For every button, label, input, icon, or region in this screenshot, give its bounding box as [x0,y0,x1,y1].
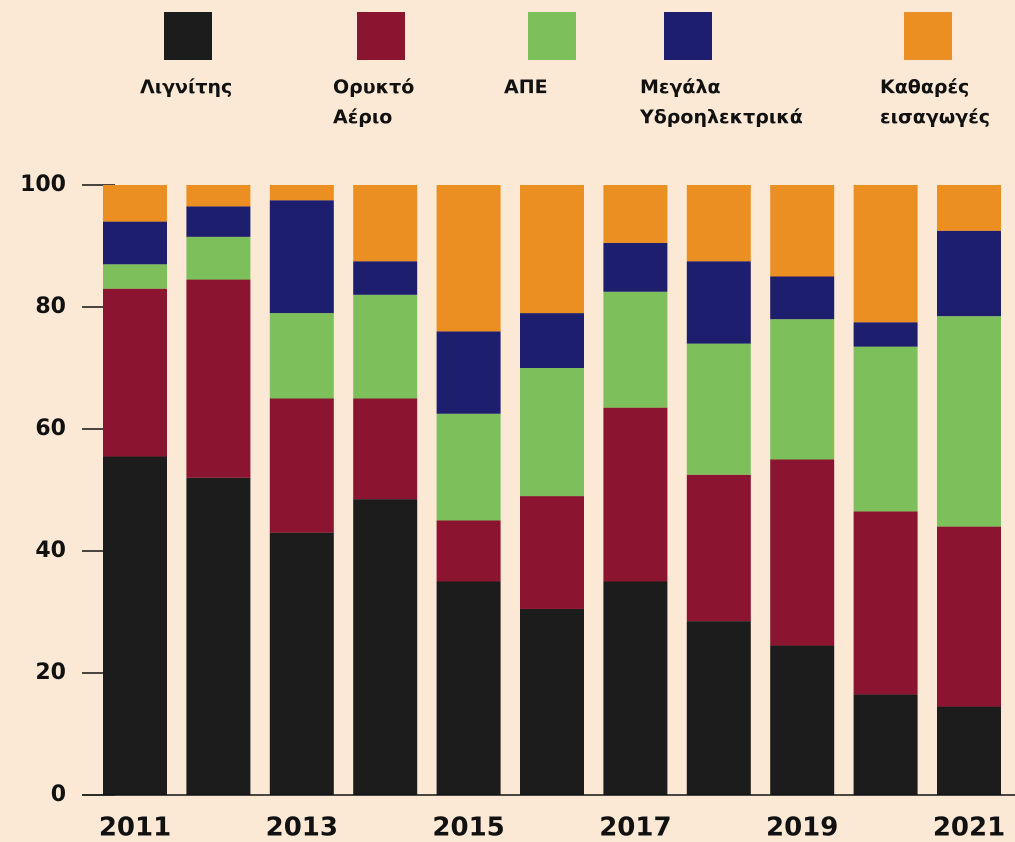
bar-segment [520,608,584,795]
bar-segment [937,706,1001,795]
bar-segment [186,236,251,280]
bar-segment [269,185,334,201]
legend-label: Καθαρές εισαγωγές [880,76,991,128]
bar-segment [353,294,418,399]
legend-item: Ορυκτό Αέριο [333,12,414,132]
x-tick-label: 2011 [99,813,171,842]
bar-segment [103,221,167,265]
bar-segment [520,368,584,497]
legend-swatch [164,12,212,60]
bar-segment [353,185,418,262]
bar-segment [770,459,835,646]
legend-swatch [357,12,405,60]
bar-segment [603,407,668,582]
x-tick-label: 2021 [933,813,1005,842]
bar-segment [186,185,251,207]
bar-segment [603,242,668,292]
y-tick-label: 0 [51,782,66,807]
bar-segment [103,456,167,795]
y-tick-label: 60 [35,416,66,441]
y-tick-label: 40 [35,538,66,563]
bar-segment [353,398,418,500]
bar-segment [353,499,418,795]
bar-segment [770,185,835,277]
legend-swatch [664,12,712,60]
bar-segment [603,291,668,408]
bar-segment [269,313,334,399]
x-tick-label: 2017 [599,813,671,842]
bar-segment [186,206,251,237]
bar-segment [686,185,751,262]
bar-segment [186,477,251,795]
bar-segment [770,319,835,460]
bar-segment [520,185,584,314]
bar-segment [436,185,501,332]
bar-segment [853,511,918,695]
bar-segment [853,185,918,323]
x-tick-label: 2015 [432,813,504,842]
bar-segment [520,496,584,609]
bar-segment [436,581,501,795]
legend-swatch [904,12,952,60]
bar-segment [937,316,1001,527]
x-tick-label: 2019 [766,813,838,842]
bar-segment [937,230,1001,317]
bar-segment [686,474,751,622]
y-tick-label: 80 [35,294,66,319]
bar-segment [436,413,501,521]
bar-segment [103,264,167,289]
y-tick-label: 20 [35,660,66,685]
bar-segment [770,645,835,795]
legend-item: Λιγνίτης [140,12,232,102]
legend-swatch [528,12,576,60]
bar-segment [103,288,167,457]
legend-label: ΑΠΕ [504,76,548,98]
bar-segment [103,185,167,222]
bar-segment [436,520,501,582]
bar-segment [269,398,334,533]
legend-item: ΑΠΕ [504,12,576,102]
bar-segment [186,279,251,478]
legend-label: Ορυκτό Αέριο [333,76,415,128]
bar-segment [269,532,334,795]
bar-segment [603,185,668,243]
legend-item: Καθαρές εισαγωγές [880,12,990,132]
y-tick-label: 100 [20,172,66,197]
x-tick-label: 2013 [266,813,338,842]
legend-item: Μεγάλα Υδροηλεκτρικά [640,12,803,132]
bar-segment [853,322,918,347]
bar-segment [269,200,334,314]
bar-segment [937,185,1001,231]
bar-segment [520,313,584,368]
legend-label: Λιγνίτης [140,76,233,98]
bar-segment [686,261,751,344]
bar-segment [937,526,1001,707]
bar-segment [853,694,918,795]
bar-segment [436,331,501,414]
legend-label: Μεγάλα Υδροηλεκτρικά [640,76,803,128]
bar-segment [353,261,418,295]
bar-segment [853,346,918,512]
bar-segment [770,276,835,320]
bar-segment [686,343,751,475]
bar-segment [686,621,751,795]
bar-segment [603,581,668,795]
